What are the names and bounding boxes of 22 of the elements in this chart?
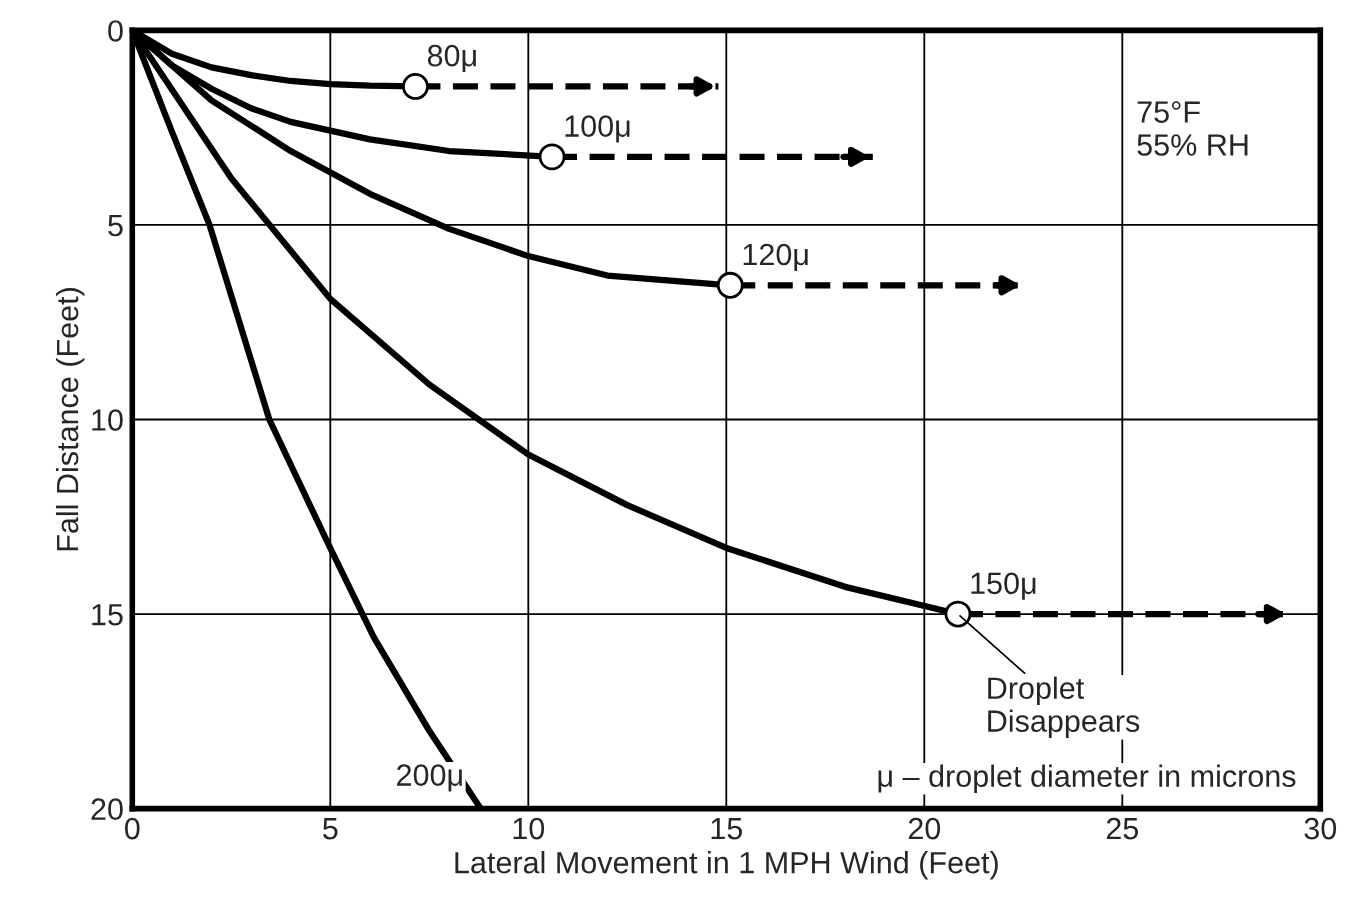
x-axis-title: Lateral Movement in 1 MPH Wind (Feet) xyxy=(455,851,998,880)
series-label: 120μ xyxy=(743,243,808,271)
x-tick-label: 25 xyxy=(1106,817,1139,840)
y-tick-label: 10 xyxy=(92,409,123,431)
annotation: 75°F 55% RH xyxy=(1137,101,1248,156)
series-label: 150μ xyxy=(971,572,1036,600)
annotation: Droplet Disappears xyxy=(988,676,1140,738)
x-tick-label: 15 xyxy=(711,818,743,840)
y-tick-label: 0 xyxy=(108,20,123,42)
y-tick-label: 20 xyxy=(91,798,123,821)
series-label: 100μ xyxy=(565,115,630,143)
series-label: 200μ xyxy=(397,764,462,792)
annotation: μ – droplet diameter in microns xyxy=(878,764,1296,794)
x-tick-label: 30 xyxy=(1304,817,1337,840)
x-tick-label: 10 xyxy=(513,817,545,840)
x-tick-label: 0 xyxy=(125,817,140,840)
y-tick-label: 15 xyxy=(92,604,123,626)
y-axis-title: Fall Distance (Feet) xyxy=(55,288,85,551)
y-tick-label: 5 xyxy=(108,215,123,237)
x-tick-label: 5 xyxy=(323,818,338,840)
x-tick-label: 20 xyxy=(908,817,941,840)
series-label: 80μ xyxy=(427,44,476,73)
